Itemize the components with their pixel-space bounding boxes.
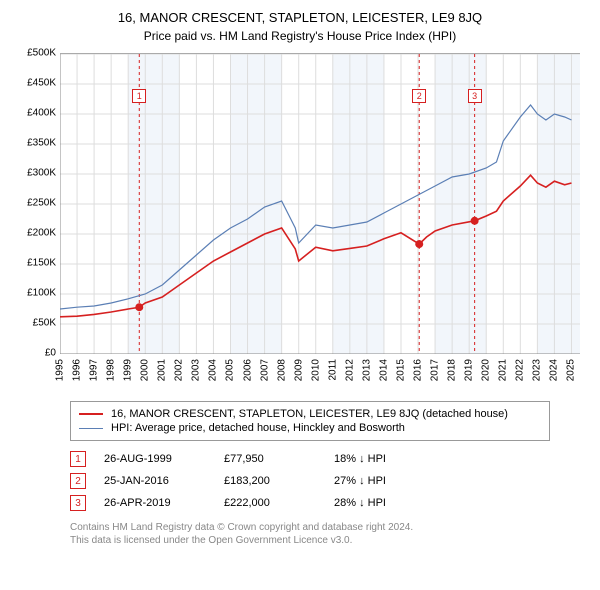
legend-label: HPI: Average price, detached house, Hinc… <box>111 422 405 434</box>
y-tick-label: £450K <box>27 78 56 89</box>
x-tick-label: 2009 <box>293 359 304 381</box>
event-number-box: 1 <box>70 451 86 467</box>
chart-area: £0 £50K £100K £150K £200K £250K £300K £350K £400… <box>10 53 590 393</box>
x-tick-label: 2004 <box>208 359 219 381</box>
x-tick-label: 2001 <box>157 359 168 381</box>
event-number-box: 3 <box>70 495 86 511</box>
x-tick-label: 1996 <box>72 359 83 381</box>
x-tick-label: 2018 <box>447 359 458 381</box>
y-tick-label: £0 <box>45 348 56 359</box>
x-tick-label: 2025 <box>566 359 577 381</box>
x-tick-label: 2017 <box>430 359 441 381</box>
x-tick-label: 2011 <box>327 359 338 381</box>
x-tick-label: 2006 <box>242 359 253 381</box>
attribution-line: This data is licensed under the Open Gov… <box>70 534 590 547</box>
legend-row: HPI: Average price, detached house, Hinc… <box>79 422 541 434</box>
x-tick-label: 1998 <box>106 359 117 381</box>
chart-title: 16, MANOR CRESCENT, STAPLETON, LEICESTER… <box>10 10 590 25</box>
x-tick-label: 2005 <box>225 359 236 381</box>
event-price: £77,950 <box>224 453 334 465</box>
x-tick-label: 1999 <box>123 359 134 381</box>
y-tick-label: £200K <box>27 228 56 239</box>
y-tick-label: £50K <box>33 318 56 329</box>
chart-container: 16, MANOR CRESCENT, STAPLETON, LEICESTER… <box>0 0 600 555</box>
event-date: 26-APR-2019 <box>104 497 224 509</box>
x-tick-label: 2002 <box>174 359 185 381</box>
x-tick-label: 2000 <box>140 359 151 381</box>
legend-row: 16, MANOR CRESCENT, STAPLETON, LEICESTER… <box>79 408 541 420</box>
x-tick-label: 2007 <box>259 359 270 381</box>
event-row: 3 26-APR-2019£222,00028% ↓ HPI <box>70 495 590 511</box>
events-list: 1 26-AUG-1999£77,95018% ↓ HPI 2 25-JAN-2016… <box>70 451 590 511</box>
event-row: 1 26-AUG-1999£77,95018% ↓ HPI <box>70 451 590 467</box>
event-price: £222,000 <box>224 497 334 509</box>
y-tick-label: £500K <box>27 48 56 59</box>
attribution-text: Contains HM Land Registry data © Crown c… <box>70 521 590 547</box>
x-tick-label: 2015 <box>395 359 406 381</box>
y-tick-label: £350K <box>27 138 56 149</box>
event-date: 25-JAN-2016 <box>104 475 224 487</box>
x-tick-label: 2020 <box>481 359 492 381</box>
y-tick-label: £250K <box>27 198 56 209</box>
x-tick-label: 2019 <box>464 359 475 381</box>
plot-area: 1 2 3 <box>60 53 580 353</box>
chart-subtitle: Price paid vs. HM Land Registry's House … <box>10 29 590 43</box>
event-date: 26-AUG-1999 <box>104 453 224 465</box>
legend-swatch <box>79 428 103 429</box>
event-row: 2 25-JAN-2016£183,20027% ↓ HPI <box>70 473 590 489</box>
event-delta: 18% ↓ HPI <box>334 453 434 465</box>
marker-label-box: 3 <box>468 89 482 103</box>
y-tick-label: £100K <box>27 288 56 299</box>
x-tick-label: 2012 <box>344 359 355 381</box>
y-tick-label: £400K <box>27 108 56 119</box>
x-tick-label: 1995 <box>55 359 66 381</box>
x-tick-label: 2013 <box>361 359 372 381</box>
legend-swatch <box>79 413 103 415</box>
x-tick-label: 2014 <box>378 359 389 381</box>
x-axis-labels: 1995199619971998199920002001200220032004… <box>60 355 580 393</box>
event-delta: 28% ↓ HPI <box>334 497 434 509</box>
x-tick-label: 2022 <box>515 359 526 381</box>
x-tick-label: 2003 <box>191 359 202 381</box>
marker-label-box: 2 <box>412 89 426 103</box>
x-tick-label: 2008 <box>276 359 287 381</box>
x-tick-label: 2021 <box>498 359 509 381</box>
x-tick-label: 1997 <box>89 359 100 381</box>
y-axis-labels: £0£50K£100K£150K£200K£250K£300K£350K£400… <box>10 53 60 353</box>
x-tick-label: 2023 <box>532 359 543 381</box>
x-tick-label: 2016 <box>413 359 424 381</box>
x-tick-label: 2024 <box>549 359 560 381</box>
event-number-box: 2 <box>70 473 86 489</box>
event-price: £183,200 <box>224 475 334 487</box>
event-delta: 27% ↓ HPI <box>334 475 434 487</box>
legend-box: 16, MANOR CRESCENT, STAPLETON, LEICESTER… <box>70 401 550 441</box>
marker-label-box: 1 <box>132 89 146 103</box>
legend-label: 16, MANOR CRESCENT, STAPLETON, LEICESTER… <box>111 408 508 420</box>
y-tick-label: £300K <box>27 168 56 179</box>
x-tick-label: 2010 <box>310 359 321 381</box>
attribution-line: Contains HM Land Registry data © Crown c… <box>70 521 590 534</box>
y-tick-label: £150K <box>27 258 56 269</box>
